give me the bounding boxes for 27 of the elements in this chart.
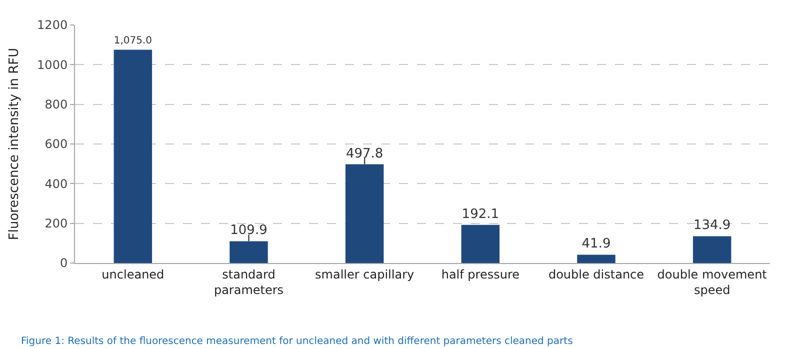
y-tick-label: 800 (44, 98, 68, 112)
x-tick-label: half pressure (441, 267, 520, 282)
x-tick-label: smaller capillary (315, 267, 414, 282)
bar (692, 236, 732, 263)
bar (461, 224, 500, 263)
bar (230, 241, 268, 263)
x-tick-label: double distance (548, 267, 644, 282)
y-tick-label: 1200 (37, 18, 68, 32)
y-tick-label: 600 (44, 137, 68, 152)
data-label: 134.9 (693, 218, 731, 234)
x-tick-label: double movement speed (657, 267, 768, 297)
y-axis-title: Fluorescence intensity in RFU (7, 48, 22, 240)
bar (345, 164, 384, 263)
y-tick-label: 400 (44, 176, 68, 191)
x-tick-label: uncleaned (102, 267, 164, 282)
bar (114, 50, 152, 263)
data-label: 109.9 (230, 223, 268, 238)
x-tick-label: standard parameters (214, 267, 284, 297)
data-label: 41.9 (582, 236, 611, 252)
bar (577, 254, 616, 263)
caption: Figure 1: Results of the fluorescence measurement for uncleaned and with different parameters cleaned parts (21, 336, 573, 347)
data-label: 1,075.0 (114, 36, 152, 47)
y-tick-label: 200 (44, 216, 68, 231)
data-label: 192.1 (462, 206, 500, 222)
data-label: 497.8 (346, 146, 384, 162)
y-tick-label: 0 (60, 256, 68, 270)
y-tick-label: 1000 (37, 58, 68, 72)
